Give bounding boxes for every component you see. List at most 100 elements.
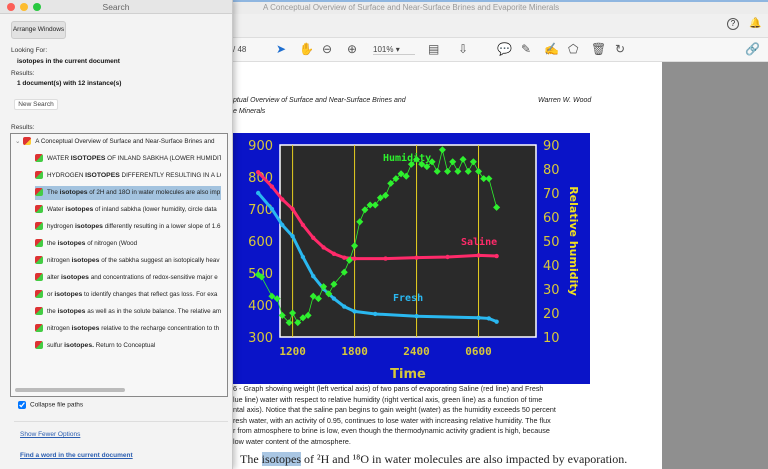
caption-line: 6 - Graph showing weight (left vertical … bbox=[233, 384, 544, 393]
toolbar: / 48 ➤ ✋ ⊖ ⊕ 101% ▾ ▤ ⇩ 💬 ✎ ✍ ⬠ 🗑 ↻ 🔗 bbox=[233, 38, 768, 62]
page-display-icon[interactable]: ▤ bbox=[428, 42, 440, 56]
search-result-item[interactable]: the isotopes as well as in the solute ba… bbox=[35, 305, 221, 319]
arrange-windows-button[interactable]: Arrange Windows bbox=[11, 21, 66, 39]
humidity-point bbox=[433, 167, 441, 175]
result-pre: the bbox=[47, 308, 58, 315]
search-result-item[interactable]: nitrogen isotopes of the sabkha suggest … bbox=[35, 254, 221, 268]
sign-icon[interactable]: ✍ bbox=[544, 42, 559, 56]
saline-point bbox=[255, 170, 261, 175]
figure-chart: 1200180024000600900800700600500400300908… bbox=[233, 133, 590, 384]
x-axis-label: Time bbox=[390, 367, 426, 382]
saline-point bbox=[269, 184, 275, 189]
y-right-tick-label: 80 bbox=[543, 163, 560, 178]
humidity-point bbox=[356, 218, 364, 226]
show-fewer-options-link[interactable]: Show Fewer Options bbox=[20, 431, 81, 438]
result-icon bbox=[35, 171, 43, 180]
fresh-point bbox=[331, 296, 337, 301]
chevron-down-icon[interactable]: ⌄ bbox=[15, 138, 21, 145]
running-header-title: ptual Overview of Surface and Near-Surfa… bbox=[233, 97, 406, 104]
rotate-icon[interactable]: ↻ bbox=[615, 42, 626, 56]
result-pre: alter bbox=[47, 274, 61, 281]
result-term: isotopes bbox=[61, 274, 89, 281]
result-pre: nitrogen bbox=[47, 325, 72, 332]
collapse-checkbox-input[interactable] bbox=[18, 401, 26, 409]
y-right-tick-label: 70 bbox=[543, 187, 560, 202]
humidity-point bbox=[366, 201, 374, 209]
new-search-button[interactable]: New Search bbox=[14, 99, 58, 110]
y-right-tick-label: 40 bbox=[543, 259, 560, 274]
result-post: OF INLAND SABKHA (LOWER HUMIDITY bbox=[105, 155, 221, 162]
fresh-label: Fresh bbox=[393, 293, 423, 304]
y-right-tick-label: 90 bbox=[543, 139, 560, 154]
result-post: and concentrations of redox-sensitive ma… bbox=[88, 274, 218, 281]
looking-for-value: isotopes in the current document bbox=[17, 58, 120, 65]
zoom-select[interactable]: 101% ▾ bbox=[373, 45, 415, 55]
result-post: DIFFERENTLY RESULTING IN A LO bbox=[119, 172, 222, 179]
search-result-item[interactable]: sulfur isotopes. Return to Conceptual bbox=[35, 339, 221, 353]
result-term: ISOTOPES bbox=[70, 155, 106, 162]
fresh-point bbox=[373, 311, 378, 317]
running-header-author: Warren W. Wood bbox=[538, 97, 592, 104]
result-post: differently resulting in a lower slope o… bbox=[102, 223, 221, 230]
trash-icon[interactable]: 🗑 bbox=[591, 42, 607, 56]
humidity-point bbox=[449, 158, 457, 166]
fresh-point bbox=[476, 315, 481, 320]
result-term: isotopes bbox=[71, 257, 100, 264]
search-title-bar: Search bbox=[0, 0, 232, 14]
collapse-file-paths-checkbox[interactable]: Collapse file paths bbox=[18, 401, 83, 409]
search-result-item[interactable]: hydrogen isotopes differently resulting … bbox=[35, 220, 221, 234]
humidity-point bbox=[413, 155, 421, 163]
saline-point bbox=[300, 222, 306, 228]
minimize-button[interactable] bbox=[20, 3, 28, 11]
find-word-link[interactable]: Find a word in the current document bbox=[20, 452, 133, 459]
search-result-item[interactable]: Water isotopes of inland sabkha (lower h… bbox=[35, 203, 221, 217]
result-icon bbox=[35, 341, 43, 350]
result-icon bbox=[35, 273, 43, 282]
result-icon bbox=[35, 256, 43, 265]
zoom-value: 101% bbox=[373, 45, 394, 54]
search-result-item[interactable]: or isotopes to identify changes that ref… bbox=[35, 288, 221, 302]
search-result-item[interactable]: nitrogen isotopes relative to the rechar… bbox=[35, 322, 221, 336]
result-term: isotopes bbox=[57, 308, 86, 315]
humidity-point bbox=[397, 170, 405, 178]
bell-icon[interactable]: 🔔 bbox=[749, 18, 762, 29]
search-result-item[interactable]: WATER ISOTOPES OF INLAND SABKHA (LOWER H… bbox=[35, 152, 221, 166]
zoom-in-icon[interactable]: ⊕ bbox=[347, 42, 358, 56]
saline-point bbox=[342, 255, 347, 260]
humidity-point bbox=[351, 242, 359, 250]
zoom-out-icon[interactable]: ⊖ bbox=[322, 42, 333, 56]
humidity-point bbox=[428, 158, 436, 166]
result-pre: The bbox=[47, 189, 60, 196]
saline-point bbox=[331, 251, 337, 256]
results-summary-value: 1 document(s) with 12 instance(s) bbox=[17, 80, 122, 87]
fresh-point bbox=[414, 314, 419, 319]
scroll-mode-icon[interactable]: ⇩ bbox=[458, 42, 469, 56]
humidity-point bbox=[493, 203, 501, 211]
horizontal-scrollbar[interactable] bbox=[15, 388, 125, 392]
question-circle-icon[interactable]: ? bbox=[727, 18, 739, 30]
hand-icon[interactable]: ✋ bbox=[299, 42, 314, 56]
search-result-item[interactable]: alter isotopes and concentrations of red… bbox=[35, 271, 221, 285]
result-pre: WATER bbox=[47, 155, 71, 162]
stamp-icon[interactable]: ⬠ bbox=[568, 42, 579, 56]
search-result-item[interactable]: The isotopes of 2H and 18O in water mole… bbox=[35, 186, 221, 200]
result-pre: or bbox=[47, 291, 55, 298]
document-node[interactable]: ⌄ A Conceptual Overview of Surface and Ne… bbox=[15, 135, 225, 149]
close-button[interactable] bbox=[7, 3, 15, 11]
humidity-point bbox=[320, 283, 328, 291]
y-right-tick-label: 60 bbox=[543, 211, 560, 226]
result-pre: nitrogen bbox=[47, 257, 72, 264]
search-result-item[interactable]: the isotopes of nitrogen (Wood bbox=[35, 237, 221, 251]
zoom-button[interactable] bbox=[33, 3, 41, 11]
humidity-point bbox=[418, 160, 426, 168]
share-icon[interactable]: 🔗 bbox=[745, 42, 760, 56]
fresh-point bbox=[300, 254, 306, 260]
document-node-label: A Conceptual Overview of Surface and Nea… bbox=[35, 138, 215, 145]
select-arrow-icon[interactable]: ➤ bbox=[276, 42, 287, 56]
comment-icon[interactable]: 💬 bbox=[497, 42, 512, 56]
humidity-point bbox=[485, 175, 493, 183]
search-result-item[interactable]: HYDROGEN ISOTOPES DIFFERENTLY RESULTING … bbox=[35, 169, 221, 183]
result-post: of 2H and 18O in water molecules are als… bbox=[87, 189, 221, 196]
humidity-point bbox=[340, 268, 348, 276]
highlight-pen-icon[interactable]: ✎ bbox=[521, 42, 532, 56]
